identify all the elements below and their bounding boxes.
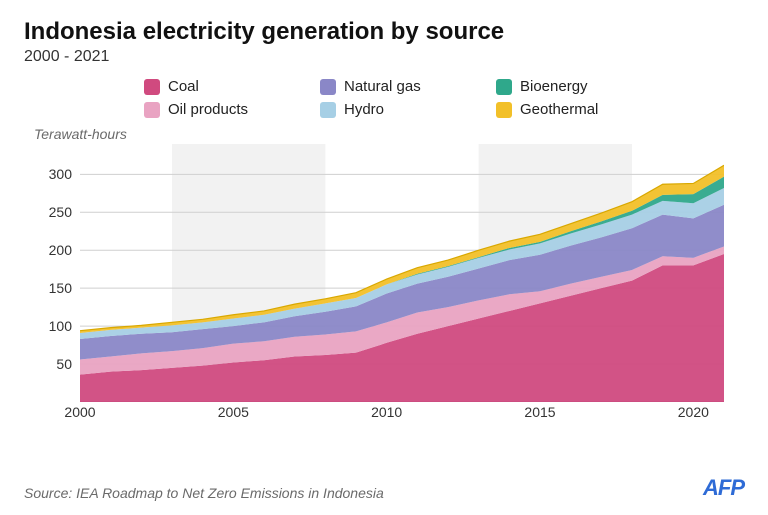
legend-item-geothermal: Geothermal bbox=[496, 101, 636, 118]
x-axis: 20002005201020152020 bbox=[80, 402, 724, 422]
y-tick: 200 bbox=[49, 242, 72, 258]
legend-swatch-hydro bbox=[320, 102, 336, 118]
source-text: Source: IEA Roadmap to Net Zero Emission… bbox=[24, 485, 384, 501]
chart-region: 50 100 150 200 250 300 2000 2005 2010 2015 2020 bbox=[34, 144, 724, 422]
x-tick: 2005 bbox=[218, 404, 249, 420]
legend-swatch-oil bbox=[144, 102, 160, 118]
x-tick: 2020 bbox=[678, 404, 709, 420]
x-tick: 2015 bbox=[524, 404, 555, 420]
x-tick: 2010 bbox=[371, 404, 402, 420]
legend: Coal Natural gas Bioenergy Oil products Hydr… bbox=[24, 78, 644, 118]
legend-swatch-gas bbox=[320, 79, 336, 95]
legend-item-gas: Natural gas bbox=[320, 78, 460, 95]
legend-label-coal: Coal bbox=[168, 78, 199, 95]
legend-swatch-geothermal bbox=[496, 102, 512, 118]
legend-label-oil: Oil products bbox=[168, 101, 248, 118]
legend-swatch-bio bbox=[496, 79, 512, 95]
legend-item-hydro: Hydro bbox=[320, 101, 460, 118]
legend-label-geothermal: Geothermal bbox=[520, 101, 598, 118]
y-tick: 50 bbox=[56, 356, 72, 372]
chart-title: Indonesia electricity generation by sour… bbox=[24, 18, 744, 46]
plot-area bbox=[80, 144, 724, 402]
y-axis-unit: Terawatt-hours bbox=[34, 126, 744, 142]
chart-subtitle: 2000 - 2021 bbox=[24, 48, 744, 66]
legend-item-coal: Coal bbox=[144, 78, 284, 95]
legend-item-bio: Bioenergy bbox=[496, 78, 636, 95]
legend-swatch-coal bbox=[144, 79, 160, 95]
legend-label-gas: Natural gas bbox=[344, 78, 421, 95]
legend-item-oil: Oil products bbox=[144, 101, 284, 118]
legend-label-bio: Bioenergy bbox=[520, 78, 588, 95]
y-tick: 100 bbox=[49, 318, 72, 334]
x-tick: 2000 bbox=[64, 404, 95, 420]
y-tick: 250 bbox=[49, 204, 72, 220]
y-tick: 300 bbox=[49, 166, 72, 182]
y-tick: 150 bbox=[49, 280, 72, 296]
y-axis: 50 100 150 200 250 300 bbox=[34, 144, 76, 402]
legend-label-hydro: Hydro bbox=[344, 101, 384, 118]
afp-logo: AFP bbox=[703, 475, 744, 501]
